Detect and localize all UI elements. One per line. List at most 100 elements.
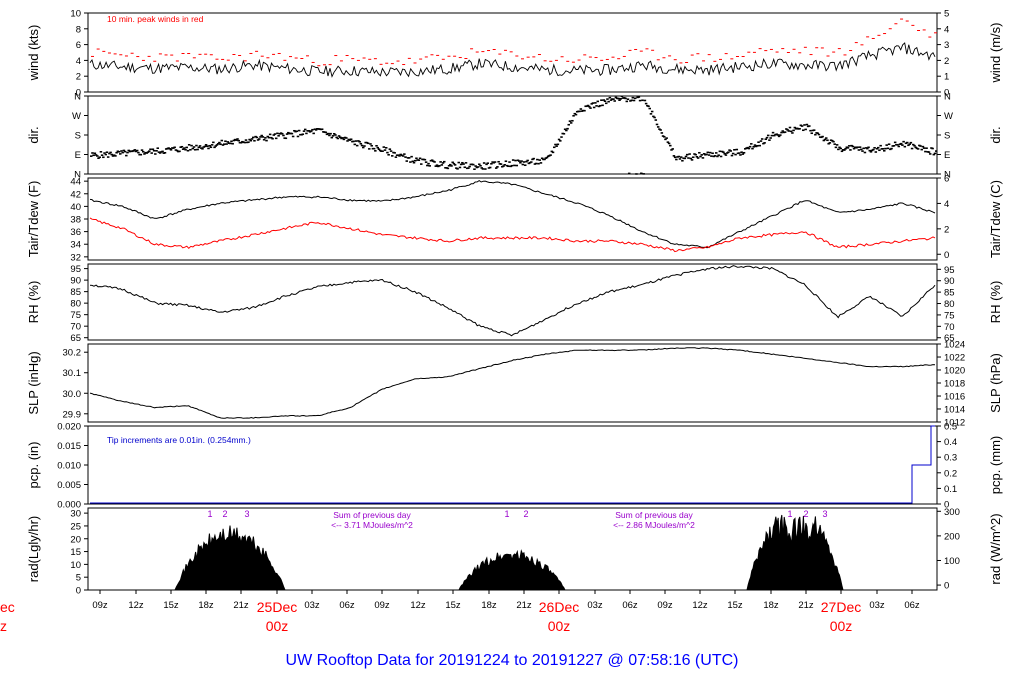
rh-ytick-label: 70: [70, 322, 81, 333]
temp-ytick-label: 32: [70, 252, 81, 263]
radiation-hour-marker: 3: [244, 509, 249, 519]
pcp-ytick-label: 0.000: [57, 500, 81, 511]
wind-ytick-label: 8: [76, 24, 81, 35]
temp-ytick-right-label: 4: [944, 199, 949, 210]
day-label-cut: ec: [0, 599, 15, 615]
rh-ytick-right-label: 70: [944, 322, 955, 333]
pcp-y-axis-label-right: pcp. (mm): [988, 436, 1003, 495]
pcp-ytick-label: 0.005: [57, 480, 81, 491]
radiation-day-area: [746, 514, 844, 591]
wind-annotation: 10 min. peak winds in red: [107, 14, 204, 24]
dir-panel-frame: [87, 95, 938, 175]
wind-ytick-label: 0: [76, 88, 81, 99]
slp-ytick-right-label: 1012: [944, 418, 965, 429]
pcp-ytick-right-label: 0.4: [944, 437, 957, 448]
time-tick-label: 09z: [657, 600, 673, 611]
rh-ytick-label: 95: [70, 264, 81, 275]
rad-ytick-label: 5: [76, 573, 81, 584]
rh-ytick-label: 90: [70, 276, 81, 287]
pcp-ytick-right-label: 0.3: [944, 453, 957, 464]
time-tick-label: 12z: [410, 600, 426, 611]
time-tick-label: 12z: [692, 600, 708, 611]
time-tick-label: 21z: [798, 600, 814, 611]
rad-y-axis-label-right: rad (W/m^2): [988, 513, 1003, 584]
day-hour-label: 00z: [548, 618, 571, 634]
dir-ytick-right-label: W: [944, 111, 953, 122]
dir-ytick-label: N: [74, 92, 81, 103]
time-tick-label: 18z: [481, 600, 497, 611]
time-tick-label: 09z: [92, 600, 108, 611]
dir-y-axis-label-right: dir.: [988, 126, 1003, 143]
temp-ytick-right-label: 2: [944, 224, 949, 235]
slp-ytick-label: 30.1: [63, 368, 82, 379]
time-tick-label: 03z: [869, 600, 885, 611]
slp-ytick-right-label: 1020: [944, 365, 965, 376]
dir-ytick-right-label: S: [944, 131, 950, 142]
radiation-hour-marker: 2: [222, 509, 227, 519]
dir-ytick-label: W: [72, 111, 81, 122]
rh-ytick-label: 65: [70, 333, 81, 344]
rad-ytick-label: 15: [70, 547, 81, 558]
time-tick-label: 06z: [622, 600, 638, 611]
radiation-hour-marker: 2: [523, 509, 528, 519]
dewpoint-line: [89, 217, 936, 253]
time-tick-label: 21z: [233, 600, 249, 611]
wind-y-axis-label: wind (kts): [26, 25, 41, 82]
radiation-sum-value: <-- 2.86 MJoules/m^2: [613, 520, 695, 530]
dir-y-axis-label: dir.: [26, 126, 41, 143]
rad-ytick-label: 25: [70, 521, 81, 532]
slp-ytick-right-label: 1018: [944, 379, 965, 390]
wind-ytick-right-label: 0: [944, 88, 949, 99]
temp-y-axis-label-right: Tair/Tdew (C): [988, 180, 1003, 258]
pcp-ytick-label: 0.020: [57, 422, 81, 433]
rh-panel-frame: [87, 263, 938, 341]
time-tick-label: 03z: [587, 600, 603, 611]
radiation-hour-marker: 1: [504, 509, 509, 519]
pcp-ytick-label: 0.010: [57, 461, 81, 472]
slp-ytick-right-label: 1024: [944, 340, 965, 351]
rh-ytick-right-label: 80: [944, 299, 955, 310]
temp-ytick-label: 34: [70, 240, 81, 251]
wind-ytick-right-label: 2: [944, 56, 949, 67]
pcp-y-axis-label: pcp. (in): [26, 442, 41, 489]
slp-panel-frame: [87, 343, 938, 423]
air-temp-line: [89, 179, 936, 249]
day-label: 26Dec: [539, 599, 579, 615]
rh-ytick-right-label: 95: [944, 265, 955, 276]
rad-ytick-right-label: 100: [944, 556, 960, 567]
time-tick-label: 12z: [128, 600, 144, 611]
temp-ytick-right-label: 6: [944, 174, 949, 185]
time-tick-label: 09z: [374, 600, 390, 611]
time-tick-label: 15z: [727, 600, 743, 611]
dir-ytick-label: N: [74, 170, 81, 181]
rh-ytick-right-label: 90: [944, 276, 955, 287]
time-tick-label: 21z: [516, 600, 532, 611]
temp-ytick-label: 44: [70, 177, 81, 188]
temp-ytick-label: 36: [70, 227, 81, 238]
rh-line: [89, 265, 936, 337]
rh-ytick-label: 85: [70, 287, 81, 298]
rh-y-axis-label-right: RH (%): [988, 281, 1003, 324]
wind-ytick-right-label: 3: [944, 40, 949, 51]
radiation-hour-marker: 1: [787, 509, 792, 519]
time-tick-label: 03z: [304, 600, 320, 611]
rh-ytick-label: 80: [70, 299, 81, 310]
rad-y-axis-label: rad(Lgly/hr): [26, 516, 41, 582]
wind-ytick-label: 10: [70, 9, 81, 20]
radiation-sum-value: <-- 3.71 MJoules/m^2: [331, 520, 413, 530]
precip-line: [90, 425, 935, 504]
temp-y-axis-label: Tair/Tdew (F): [26, 181, 41, 258]
slp-ytick-label: 30.0: [63, 389, 82, 400]
slp-ytick-label: 29.9: [63, 409, 82, 420]
day-hour-label: 00z: [266, 618, 289, 634]
wind-panel-frame: [87, 12, 938, 93]
time-tick-label: 06z: [904, 600, 920, 611]
day-label: 27Dec: [821, 599, 861, 615]
rad-ytick-right-label: 200: [944, 531, 960, 542]
pcp-ytick-right-label: 0.2: [944, 468, 957, 479]
temp-ytick-label: 42: [70, 189, 81, 200]
pcp-ytick-right-label: 0.5: [944, 422, 957, 433]
temp-panel-frame: [87, 177, 938, 261]
temp-ytick-right-label: 0: [944, 250, 949, 261]
